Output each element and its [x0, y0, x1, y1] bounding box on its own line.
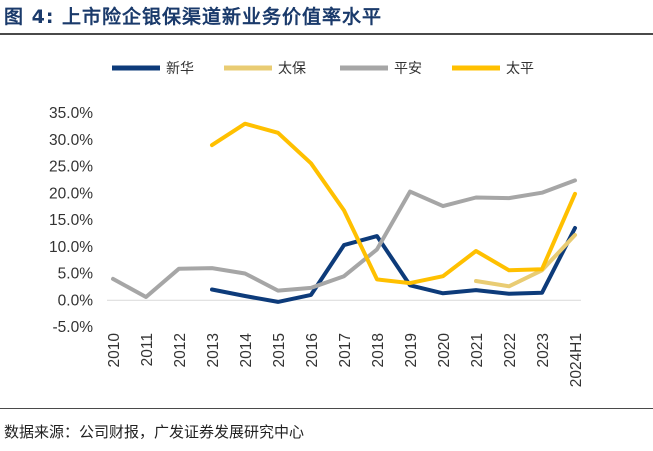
x-tick-label: 2020 [436, 333, 453, 368]
y-tick-label: 30.0% [49, 132, 93, 149]
legend: 新华 太保 平安 太平 [112, 61, 534, 77]
line-chart: 新华 太保 平安 太平 35.0% 30.0% 25.0% 20.0% 15.0% 10.0% 5… [49, 61, 585, 388]
x-tick-label: 2010 [106, 333, 123, 368]
y-tick-label: -5.0% [53, 319, 94, 336]
legend-label-0: 新华 [166, 61, 194, 77]
x-tick-label: 2013 [205, 333, 222, 367]
series-line-2 [111, 178, 577, 299]
series-line-0 [210, 226, 577, 304]
figure-title: 图 4: 上市险企银保渠道新业务价值率水平 [4, 6, 383, 28]
series-line-1 [474, 233, 577, 289]
x-axis: 2010 2011 2012 2013 2014 2015 2016 2017 2018 2019… [106, 333, 585, 388]
y-tick-label: 5.0% [58, 266, 94, 283]
x-tick-label: 2024H1 [568, 333, 585, 387]
y-tick-label: 35.0% [49, 105, 93, 122]
legend-label-2: 平安 [394, 61, 422, 77]
y-tick-label: 20.0% [49, 185, 93, 202]
x-tick-label: 2016 [304, 333, 321, 367]
bottom-rule [0, 408, 653, 409]
x-tick-label: 2011 [139, 333, 156, 366]
series-lines [111, 121, 577, 304]
y-axis: 35.0% 30.0% 25.0% 20.0% 15.0% 10.0% 5.0% 0.0% -5… [49, 105, 581, 336]
x-tick-label: 2023 [535, 333, 552, 367]
y-tick-label: 10.0% [49, 239, 93, 256]
legend-label-1: 太保 [278, 61, 306, 77]
x-tick-label: 2021 [469, 333, 486, 367]
x-tick-label: 2019 [403, 333, 420, 367]
series-line-3 [210, 121, 577, 286]
y-tick-label: 25.0% [49, 159, 93, 176]
y-tick-label: 15.0% [49, 212, 93, 229]
x-tick-label: 2022 [502, 333, 519, 367]
legend-label-3: 太平 [506, 61, 534, 77]
y-tick-label: 0.0% [58, 292, 94, 309]
source-note: 数据来源：公司财报，广发证券发展研究中心 [4, 423, 305, 441]
x-tick-label: 2012 [172, 333, 189, 367]
top-rule [0, 33, 653, 35]
x-tick-label: 2014 [238, 333, 255, 368]
x-tick-label: 2015 [271, 333, 288, 367]
x-tick-label: 2018 [370, 333, 387, 367]
x-tick-label: 2017 [337, 333, 354, 367]
